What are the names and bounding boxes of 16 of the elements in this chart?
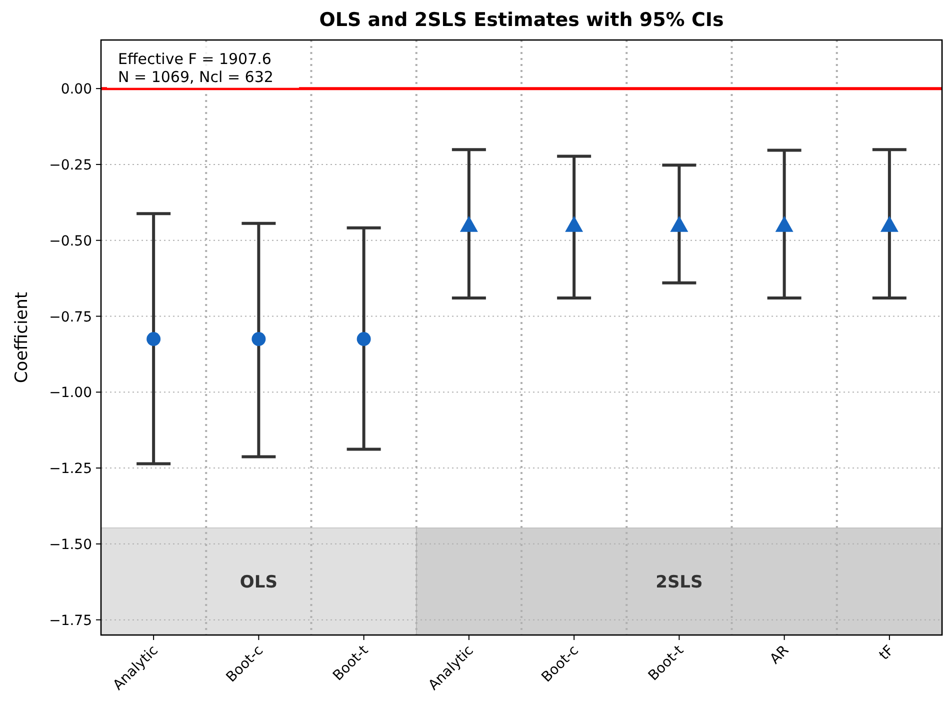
y-axis-title: Coefficient <box>12 292 32 384</box>
y-tick-label: −1.25 <box>49 461 92 478</box>
annotation: Effective F = 1907.6 <box>118 50 272 68</box>
y-tick-label: −0.50 <box>49 233 92 250</box>
y-tick-label: −0.25 <box>49 157 92 174</box>
y-tick-label: −1.75 <box>49 612 92 629</box>
annotation: OLS <box>240 572 278 592</box>
x-tick-label: tF <box>876 642 898 664</box>
x-tick-label: AR <box>767 642 792 668</box>
y-tick-label: 0.00 <box>60 82 92 98</box>
chart-title: OLS and 2SLS Estimates with 95% CIs <box>319 9 724 31</box>
annotation: N = 1069, Ncl = 632 <box>118 68 274 86</box>
y-tick-label: −0.75 <box>49 309 92 326</box>
y-tick-label: −1.00 <box>49 385 92 402</box>
annotation: 2SLS <box>656 572 703 592</box>
y-tick-label: −1.50 <box>49 536 92 553</box>
